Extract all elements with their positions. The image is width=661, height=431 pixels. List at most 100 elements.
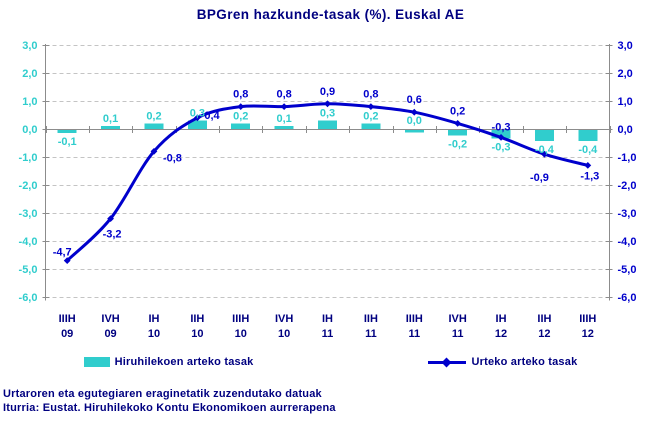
legend-line-label: Urteko arteko tasak: [471, 356, 578, 368]
line-point: [324, 100, 331, 108]
category-year-label: 09: [61, 328, 73, 340]
line-value-label: -0,9: [530, 172, 549, 184]
category-year-label: 11: [408, 328, 420, 340]
category-year-label: 10: [235, 328, 247, 340]
bar: [57, 130, 77, 133]
bars-series: [57, 120, 598, 142]
category-year-label: 09: [104, 328, 116, 340]
chart-title: BPGren hazkunde-tasak (%). Euskal AE: [196, 7, 465, 22]
bar-series-swatch-icon: [83, 357, 110, 367]
line-point: [584, 162, 592, 169]
bar: [187, 120, 207, 129]
footnote-line-2: Iturria: Eustat. Hiruhilekoko Kontu Ekon…: [3, 402, 336, 414]
category-year-label: 10: [191, 328, 203, 340]
bar-value-label: -0,4: [535, 144, 555, 156]
y-axis-label-left: 1,0: [22, 96, 37, 108]
line-value-label: -4,7: [53, 247, 72, 259]
y-axis-label-right: -2,0: [618, 180, 637, 192]
category-year-label: 10: [148, 328, 160, 340]
y-axis-label-right: 3,0: [618, 40, 633, 52]
y-axis-label-left: 3,0: [22, 40, 37, 52]
line-value-label: -0,8: [163, 152, 182, 164]
category-quarter-label: IIIH: [59, 313, 76, 325]
bar: [101, 126, 121, 129]
line-value-label: -3,2: [103, 229, 122, 241]
line-point: [237, 103, 245, 110]
line-value-label: 0,9: [320, 86, 335, 98]
bar: [318, 120, 337, 129]
bar-value-label: 0,1: [276, 113, 291, 125]
category-quarter-label: IH: [322, 313, 333, 325]
bar: [361, 123, 381, 129]
line-point: [367, 103, 375, 110]
line-point: [107, 215, 114, 222]
data-labels: -0,1 0,1 0,2 0,3 0,2 0,1 0,3 0,2 0,0 -0,2 -0,3 -0,4…: [53, 86, 600, 259]
y-gridlines: [45, 45, 610, 298]
line-value-label: 0,6: [407, 94, 422, 106]
line-point: [454, 120, 462, 127]
bar: [144, 123, 164, 129]
bar-value-label: 0,3: [190, 108, 205, 120]
bar: [274, 126, 294, 129]
y-axis-label-right: 1,0: [618, 96, 633, 108]
bar-value-label: 0,2: [146, 110, 161, 122]
bar: [534, 130, 554, 142]
category-quarter-label: IH: [148, 313, 159, 325]
line-value-label: -1,3: [580, 170, 599, 182]
category-year-label: 11: [452, 328, 464, 340]
line-series-icon: [428, 357, 467, 367]
bar: [448, 130, 468, 136]
y-axis-label-left: -2,0: [19, 180, 38, 192]
bar-value-label: 0,2: [233, 110, 248, 122]
line-value-label: 0,8: [363, 89, 378, 101]
y-axis-label-right: -3,0: [618, 208, 637, 220]
bar-value-label: -0,4: [578, 144, 598, 156]
footnote: Urtaroren eta egutegiaren eraginetatik z…: [3, 387, 653, 415]
legend-item-line: Urteko arteko tasak: [428, 356, 577, 368]
bar: [404, 130, 424, 133]
line-point: [193, 114, 201, 122]
y-axis-label-left: 2,0: [22, 68, 37, 80]
y-axis-label-right: -6,0: [618, 292, 637, 304]
category-quarter-label: IVH: [275, 313, 293, 325]
line-point: [63, 257, 71, 264]
y-axis-label-left: -5,0: [19, 264, 38, 276]
bar-value-label: 0,0: [407, 115, 422, 127]
category-quarter-label: IIH: [537, 313, 551, 325]
y-axis-label-right: 2,0: [618, 68, 633, 80]
category-quarter-label: IIH: [364, 313, 378, 325]
category-year-label: 11: [365, 328, 377, 340]
line-value-label: -0,3: [492, 121, 511, 133]
line-point: [541, 150, 548, 158]
bar-value-label: 0,1: [103, 113, 118, 125]
bar-value-label: -0,1: [58, 136, 77, 148]
y-axis-label-left: -1,0: [19, 152, 38, 164]
category-year-label: 10: [278, 328, 290, 340]
bar: [578, 130, 598, 142]
category-quarter-label: IVH: [448, 313, 466, 325]
line-value-label: 0,4: [204, 110, 220, 122]
line-value-label: 0,8: [276, 89, 291, 101]
legend-item-bars: Hiruhilekoen arteko tasak: [83, 356, 254, 368]
category-quarter-label: IVH: [101, 313, 119, 325]
line-series: [63, 100, 592, 264]
axes: [42, 44, 613, 301]
legend-bar-label: Hiruhilekoen arteko tasak: [114, 356, 254, 368]
footnote-line-1: Urtaroren eta egutegiaren eraginetatik z…: [3, 388, 322, 400]
category-quarter-label: IIH: [190, 313, 204, 325]
line-point: [410, 108, 418, 116]
line-value-label: 0,8: [233, 89, 248, 101]
axis-tick-labels: 3,0 3,0 2,0 2,0 1,0 1,0 0,0 0,0 -1,0 -1,0 -2,0 -2,0…: [19, 40, 637, 340]
y-axis-label-right: -4,0: [618, 236, 637, 248]
bar-value-label: 0,3: [320, 108, 335, 120]
y-axis-label-left: -6,0: [19, 292, 38, 304]
legend: Hiruhilekoen arteko tasak Urteko arteko …: [0, 356, 661, 368]
bar-value-label: -0,3: [492, 141, 511, 153]
category-year-label: 12: [538, 328, 550, 340]
y-axis-label-left: 0,0: [22, 124, 37, 136]
line-point: [497, 134, 505, 141]
category-quarter-label: IIIH: [232, 313, 249, 325]
y-axis-label-right: -5,0: [618, 264, 637, 276]
y-axis-label-left: -4,0: [19, 236, 38, 248]
